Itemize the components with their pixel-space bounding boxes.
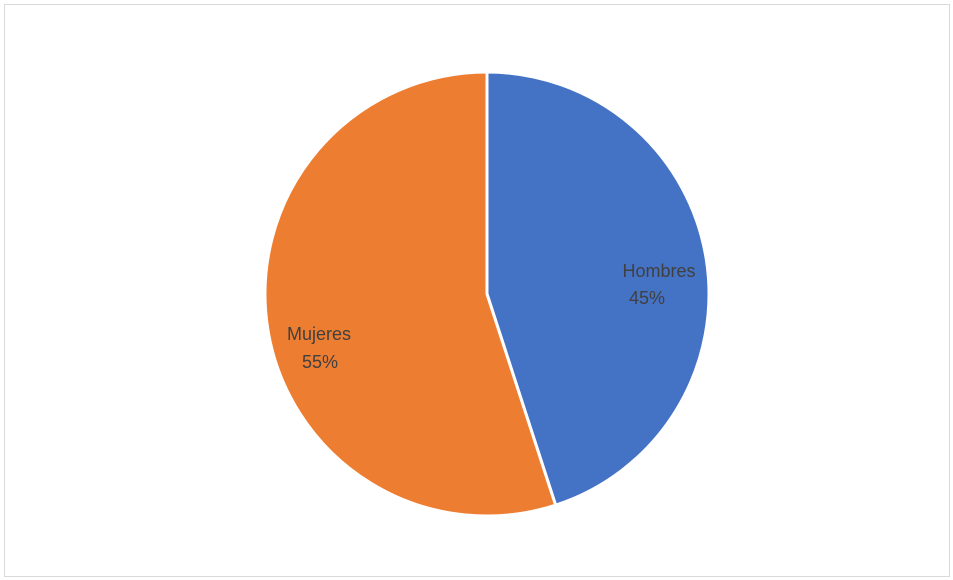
slice-label-hombres: Hombres	[622, 261, 695, 281]
pie-slice-hombres	[485, 70, 711, 507]
slice-category-hombres: Hombres	[622, 261, 695, 281]
pie-slices	[263, 70, 711, 518]
slice-value-hombres: 45%	[629, 288, 665, 308]
pie-labels: Hombres 45% Mujeres 55%	[287, 261, 696, 372]
slice-label-mujeres: Mujeres	[287, 324, 351, 344]
slice-value-mujeres: 55%	[302, 352, 338, 372]
chart-area: Hombres 45% Mujeres 55%	[4, 4, 950, 577]
slice-category-mujeres: Mujeres	[287, 324, 351, 344]
slice-percent-hombres: 45%	[629, 288, 665, 308]
pie-slice-mujeres	[263, 70, 558, 518]
slice-percent-mujeres: 55%	[302, 352, 338, 372]
pie-chart: Hombres 45% Mujeres 55%	[263, 70, 711, 518]
